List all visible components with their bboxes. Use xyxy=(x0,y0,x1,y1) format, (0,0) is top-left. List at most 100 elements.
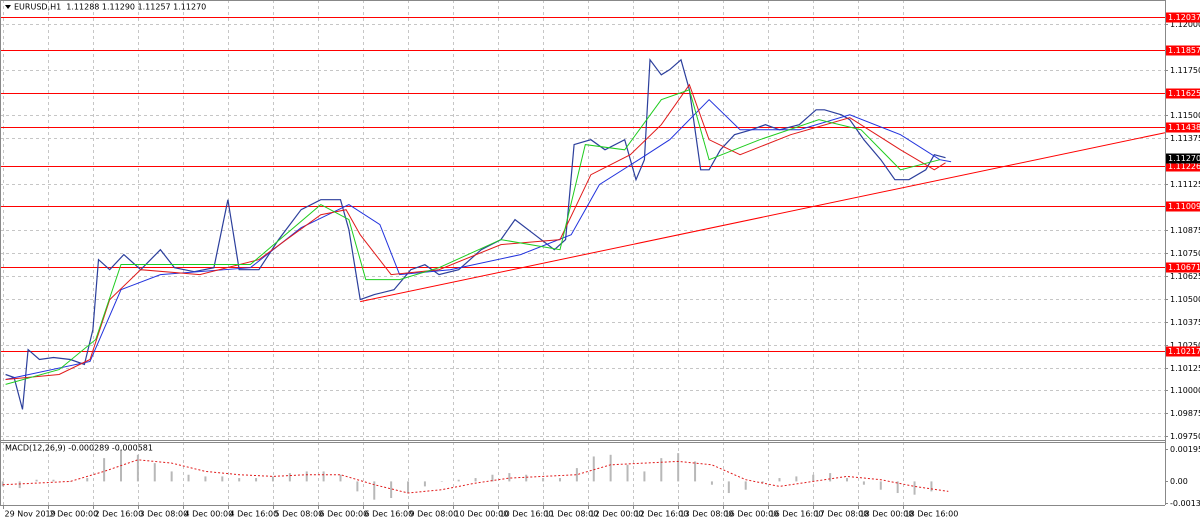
macd-bar xyxy=(660,458,663,482)
x-tick-label: 16 Dec 00:00 xyxy=(725,510,779,519)
macd-bar xyxy=(542,478,545,482)
macd-bar xyxy=(153,463,156,482)
macd-bar xyxy=(795,476,798,482)
signal-line xyxy=(2,459,949,494)
level-label: 1.10671 xyxy=(1168,263,1200,272)
macd-bar xyxy=(423,481,426,487)
x-tick-label: 13 Dec 08:00 xyxy=(680,510,734,519)
trendline xyxy=(360,132,1166,303)
macd-bar xyxy=(407,481,410,494)
y-tick-label: 1.10625 xyxy=(1170,272,1200,281)
y-tick-label: 1.12000 xyxy=(1170,20,1200,29)
macd-bar xyxy=(204,476,207,482)
level-tag xyxy=(1166,122,1200,133)
x-tick-label: 18 Dec 16:00 xyxy=(905,510,959,519)
menu-arrow[interactable] xyxy=(5,5,11,9)
y-tick-label: -0.001318 xyxy=(1170,499,1200,508)
macd-bar xyxy=(694,461,697,482)
macd-bar xyxy=(727,481,730,494)
macd-bar xyxy=(52,479,55,482)
moving-average xyxy=(5,98,952,380)
level-label: 1.12037 xyxy=(1168,13,1200,22)
y-tick-label: 1.10750 xyxy=(1170,249,1200,258)
macd-bar xyxy=(305,471,308,482)
macd-bar xyxy=(474,478,477,482)
y-tick-label: 1.10875 xyxy=(1170,226,1200,235)
y-tick-label: 1.10125 xyxy=(1170,364,1200,373)
current-price-tag xyxy=(1166,153,1200,164)
macd-bar xyxy=(744,481,747,490)
macd-bar xyxy=(761,481,764,484)
macd-bar xyxy=(271,476,274,482)
y-tick-label: 0.001953 xyxy=(1170,445,1200,454)
macd-bar xyxy=(558,478,561,482)
level-tag xyxy=(1166,161,1200,172)
macd-bar xyxy=(778,478,781,482)
macd-title: MACD(12,26,9) -0.000289 -0.000581 xyxy=(5,444,153,453)
level-label: 1.11857 xyxy=(1168,46,1200,55)
macd-bar xyxy=(221,476,224,482)
macd-bar xyxy=(322,471,325,482)
macd-bar xyxy=(491,474,494,482)
macd-bar xyxy=(862,481,865,485)
x-tick-label: 6 Dec 16:00 xyxy=(365,510,414,519)
macd-bar xyxy=(643,471,646,482)
level-label: 1.11625 xyxy=(1168,89,1200,98)
price-line xyxy=(5,58,946,410)
macd-bar xyxy=(373,481,376,500)
level-tag xyxy=(1166,262,1200,273)
y-tick-label: 1.10375 xyxy=(1170,318,1200,327)
x-tick-label: 11 Dec 08:00 xyxy=(545,510,599,519)
macd-bar xyxy=(288,473,291,482)
level-tag xyxy=(1166,45,1200,56)
level-tag xyxy=(1166,12,1200,23)
x-tick-label: 29 Nov 2019 xyxy=(5,510,56,519)
level-label: 1.10217 xyxy=(1168,347,1200,356)
x-tick-label: 10 Dec 00:00 xyxy=(455,510,509,519)
macd-bar xyxy=(35,479,38,482)
y-tick-label: 1.09875 xyxy=(1170,409,1200,418)
macd-bar xyxy=(440,481,443,482)
y-tick-label: 1.10000 xyxy=(1170,386,1200,395)
level-tag xyxy=(1166,201,1200,212)
macd-bar xyxy=(457,479,460,482)
macd-bar xyxy=(896,481,899,494)
y-tick-label: 1.10500 xyxy=(1170,295,1200,304)
y-tick-label: 1.11750 xyxy=(1170,66,1200,75)
x-tick-label: 12 Dec 00:00 xyxy=(590,510,644,519)
macd-bar xyxy=(255,478,258,482)
macd-bar xyxy=(575,468,578,482)
macd-bar xyxy=(609,454,612,482)
y-tick-label: 1.11125 xyxy=(1170,180,1200,189)
x-tick-label: 6 Dec 00:00 xyxy=(320,510,369,519)
macd-bar xyxy=(626,464,629,482)
x-tick-label: 16 Dec 16:00 xyxy=(770,510,824,519)
macd-bar xyxy=(592,456,595,482)
x-tick-label: 9 Dec 08:00 xyxy=(410,510,459,519)
x-tick-label: 5 Dec 08:00 xyxy=(275,510,324,519)
y-tick-label: 1.10250 xyxy=(1170,341,1200,350)
macd-bar xyxy=(390,481,393,499)
level-tag xyxy=(1166,346,1200,357)
x-tick-label: 18 Dec 00:00 xyxy=(860,510,914,519)
level-tag xyxy=(1166,88,1200,99)
macd-bar xyxy=(103,458,106,482)
macd-bar xyxy=(86,478,89,482)
macd-bar xyxy=(508,473,511,482)
macd-bar xyxy=(356,481,359,492)
x-tick-label: 3 Dec 08:00 xyxy=(140,510,189,519)
level-label: 1.11009 xyxy=(1168,202,1200,211)
y-tick-label: 0.00 xyxy=(1170,477,1188,486)
macd-bar xyxy=(1,481,4,487)
macd-bar xyxy=(913,481,916,495)
macd-bar xyxy=(238,478,241,482)
macd-bar xyxy=(525,474,528,482)
chart-title: EURUSD,H1 1.11288 1.11290 1.11257 1.1127… xyxy=(14,3,206,12)
y-tick-label: 1.11375 xyxy=(1170,134,1200,143)
macd-bar xyxy=(812,474,815,482)
level-label: 1.11438 xyxy=(1168,123,1200,132)
x-tick-label: 12 Dec 16:00 xyxy=(635,510,689,519)
